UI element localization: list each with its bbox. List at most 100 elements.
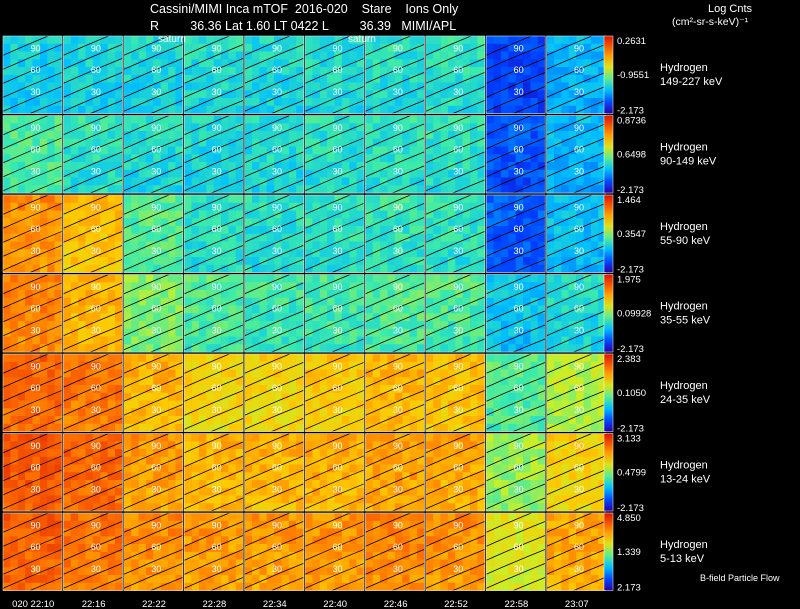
contour-line — [244, 274, 291, 295]
heatmap-cell — [349, 131, 357, 140]
heatmap-cell — [54, 218, 63, 227]
heatmap-cell — [274, 226, 282, 235]
heatmap-cell — [281, 74, 290, 83]
heatmap-cell — [244, 195, 253, 204]
contour-label: 30 — [30, 87, 40, 97]
heatmap-cell — [372, 177, 381, 186]
heatmap-cell — [576, 344, 584, 353]
heatmap-cell — [341, 98, 350, 107]
heatmap-cell — [486, 226, 494, 235]
heatmap-cell — [3, 392, 11, 401]
heatmap-cell — [288, 138, 297, 147]
contour-line — [210, 417, 244, 432]
heatmap-cell — [266, 369, 275, 378]
contour-line — [29, 99, 62, 114]
heatmap-cell — [252, 336, 260, 345]
heatmap-cell — [70, 105, 79, 114]
contour-line — [425, 43, 485, 70]
contour-line — [486, 296, 546, 323]
heatmap-cell — [100, 257, 108, 266]
heatmap-cell — [590, 162, 599, 171]
heatmap-cell — [433, 392, 441, 401]
heatmap-cell — [590, 282, 599, 291]
heatmap-cell — [334, 67, 343, 76]
heatmap-cell — [583, 195, 592, 204]
contour-line — [486, 230, 546, 257]
heatmap-cell — [523, 51, 531, 60]
heatmap-cell — [3, 336, 11, 345]
heatmap-cell — [206, 43, 214, 52]
heatmap-cell — [100, 67, 108, 76]
heatmap-cell — [131, 416, 139, 425]
heatmap-cell — [537, 146, 546, 155]
heatmap-cell — [213, 51, 222, 60]
heatmap-cell — [433, 377, 441, 386]
heatmap-cell — [107, 36, 116, 45]
heatmap-cell — [477, 226, 486, 235]
heatmap-cell — [266, 336, 275, 345]
heatmap-cell — [470, 392, 478, 401]
heatmap-cell — [274, 177, 282, 186]
heatmap-cell — [10, 98, 19, 107]
heatmap-cell — [274, 90, 282, 99]
heatmap-cell — [387, 369, 396, 378]
heatmap-cell — [78, 138, 86, 147]
heatmap-cell — [184, 385, 192, 394]
heatmap-cell — [402, 392, 410, 401]
heatmap-cell — [288, 336, 297, 345]
heatmap-cell — [402, 354, 410, 363]
heatmap-cell — [341, 210, 350, 219]
contour-line — [425, 403, 485, 430]
heatmap-cell — [365, 123, 374, 132]
contour-line — [486, 324, 546, 351]
heatmap-cell — [235, 154, 244, 163]
heatmap-cell — [228, 169, 237, 178]
heatmap-cell — [191, 233, 200, 242]
heatmap-cell — [576, 195, 584, 204]
contour-line — [184, 151, 244, 178]
heatmap-cell — [123, 210, 132, 219]
heatmap-cell — [500, 51, 509, 60]
heatmap-cell — [402, 241, 410, 250]
contour-line — [486, 137, 546, 164]
heatmap-cell — [206, 392, 214, 401]
contour-line — [486, 310, 546, 337]
heatmap-cell — [70, 377, 79, 386]
heatmap-cell — [259, 392, 268, 401]
heatmap-cell — [191, 472, 200, 481]
heatmap-cell — [78, 74, 86, 83]
heatmap-cell — [39, 138, 48, 147]
heatmap-cell — [515, 257, 524, 266]
heatmap-cell — [409, 82, 418, 91]
contour-line — [244, 244, 304, 271]
heatmap-cell — [394, 169, 403, 178]
heatmap-cell — [153, 43, 161, 52]
contour-label: 60 — [514, 145, 524, 155]
heatmap-cell — [554, 385, 562, 394]
heatmap-cell — [221, 241, 229, 250]
heatmap-cell — [107, 131, 116, 140]
heatmap-cell — [54, 195, 63, 204]
heatmap-cell — [470, 36, 478, 45]
heatmap-cell — [590, 226, 599, 235]
heatmap-cell — [131, 377, 139, 386]
heatmap-cell — [39, 74, 48, 83]
heatmap-cell — [78, 51, 86, 60]
heatmap-cell — [508, 416, 516, 425]
heatmap-cell — [259, 290, 268, 299]
heatmap-cell — [554, 290, 562, 299]
heatmap-cell — [387, 185, 396, 194]
heatmap-cell — [470, 369, 478, 378]
heatmap-cell — [380, 67, 388, 76]
heatmap-cell — [433, 131, 441, 140]
heatmap-cell — [228, 464, 237, 473]
heatmap-cell — [191, 51, 200, 60]
heatmap-cell — [191, 369, 200, 378]
heatmap-cell — [372, 336, 381, 345]
heatmap-cell — [10, 67, 19, 76]
heatmap-cell — [515, 423, 524, 432]
panel-frame — [123, 353, 184, 432]
heatmap-cell — [100, 433, 108, 442]
